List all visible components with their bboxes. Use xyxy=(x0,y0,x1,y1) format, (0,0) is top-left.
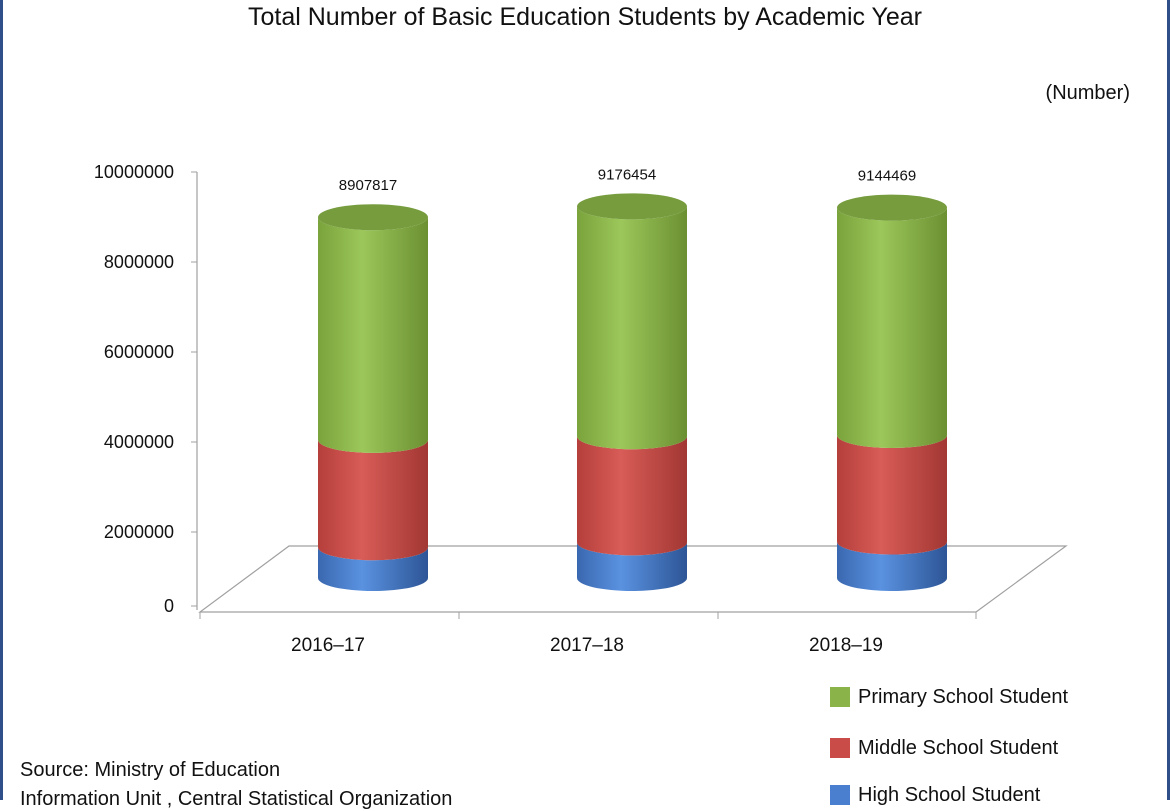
unit-label: (Number) xyxy=(1045,82,1130,104)
legend-label-primary: Primary School Student xyxy=(858,685,1069,708)
chart-floor xyxy=(198,545,1068,613)
bar-segment-high xyxy=(837,541,947,591)
bar-segment-middle xyxy=(318,439,428,561)
legend-swatch-primary xyxy=(830,687,850,707)
data-label-total: 8907817 xyxy=(339,177,397,194)
y-tick-label: 0 xyxy=(164,596,174,616)
bar-segment-middle xyxy=(837,435,947,555)
bar-top-cap xyxy=(837,194,947,221)
data-label-total: 9176454 xyxy=(598,166,656,183)
legend-item-primary: Primary School Student xyxy=(830,684,1068,710)
data-label-total: 9144469 xyxy=(858,168,916,185)
legend-item-high: High School Student xyxy=(830,782,1040,808)
y-axis: 0 2000000 4000000 6000000 8000000 10000000 xyxy=(94,162,977,619)
y-tick-label: 2000000 xyxy=(104,522,174,542)
bar-top-cap xyxy=(577,193,687,220)
source-note: Source: Ministry of Education xyxy=(20,759,281,781)
legend-label-middle: Middle School Student xyxy=(858,736,1059,759)
bar-segment-middle xyxy=(577,436,687,556)
bar-top-cap xyxy=(318,204,428,231)
chart-title: Total Number of Basic Education Students… xyxy=(248,3,922,31)
legend-swatch-middle xyxy=(830,738,850,758)
bar-segment-high xyxy=(577,542,687,591)
bar-group xyxy=(318,193,947,591)
bar-segment-high xyxy=(318,547,428,591)
x-tick-label: 2017–18 xyxy=(550,635,624,656)
y-tick-label: 10000000 xyxy=(94,162,174,182)
floor-plane xyxy=(198,545,1068,613)
legend-item-middle: Middle School Student xyxy=(830,735,1058,761)
bar-segment-primary xyxy=(577,206,687,450)
y-tick-label: 6000000 xyxy=(104,342,174,362)
x-tick-label: 2016–17 xyxy=(291,635,365,656)
label-group: 8907817 2016–17 9176454 2017–18 9144469 2018–… xyxy=(291,166,916,656)
y-tick-label: 8000000 xyxy=(104,252,174,272)
x-tick-label: 2018–19 xyxy=(809,635,883,656)
y-tick-label: 4000000 xyxy=(104,432,174,452)
bar-segment-primary xyxy=(837,207,947,449)
bar-segment-primary xyxy=(318,217,428,453)
legend-label-high: High School Student xyxy=(858,783,1041,806)
legend-swatch-high xyxy=(830,785,850,805)
